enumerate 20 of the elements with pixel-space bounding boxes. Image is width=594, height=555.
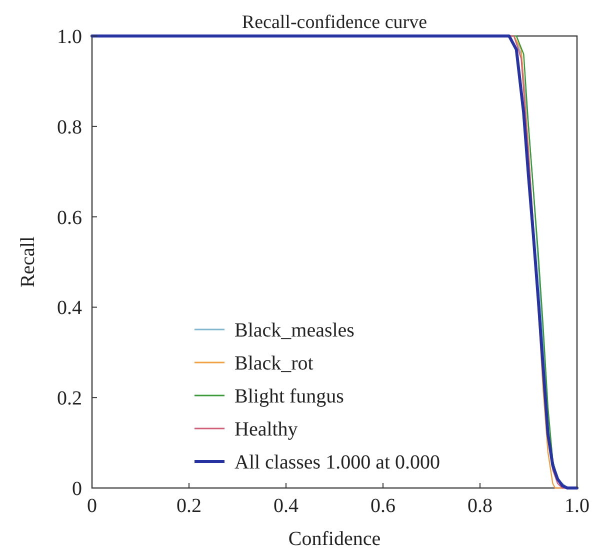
x-tick-label: 0.6 bbox=[370, 495, 396, 517]
legend-label: All classes 1.000 at 0.000 bbox=[234, 452, 440, 474]
y-tick-label: 0.6 bbox=[57, 206, 82, 229]
y-tick-label: 0.8 bbox=[57, 116, 82, 138]
y-axis-title: Recall bbox=[17, 236, 39, 288]
legend-label: Black_rot bbox=[234, 352, 314, 374]
chart-title: Recall-confidence curve bbox=[242, 12, 428, 33]
y-tick-label: 0 bbox=[72, 478, 82, 500]
x-tick-label: 0 bbox=[87, 495, 97, 517]
x-tick-label: 0.8 bbox=[468, 495, 492, 517]
x-tick-label: 0.2 bbox=[176, 495, 202, 517]
x-tick-label: 1.0 bbox=[564, 495, 590, 517]
legend-label: Blight fungus bbox=[234, 386, 344, 408]
legend-label: Black_measles bbox=[234, 320, 355, 342]
y-tick-label: 0.4 bbox=[57, 297, 82, 320]
legend-label: Healthy bbox=[234, 418, 298, 440]
y-tick-label: 0.2 bbox=[57, 388, 82, 410]
x-tick-label: 0.4 bbox=[274, 495, 298, 517]
y-tick-label: 1.0 bbox=[57, 26, 82, 48]
x-axis-title: Confidence bbox=[288, 528, 381, 550]
